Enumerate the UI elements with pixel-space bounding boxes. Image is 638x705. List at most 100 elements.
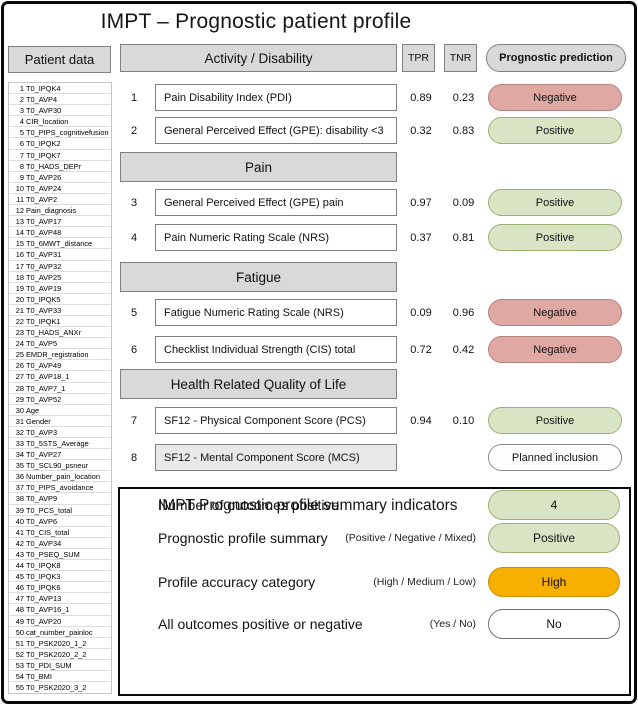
patient-data-item: 49 T0_AVP20: [9, 616, 111, 627]
column-header-tnr: TNR: [444, 44, 477, 72]
summary-row-label: Prognostic profile summary: [158, 530, 328, 546]
patient-data-item-name: T0_IPQK6: [26, 583, 61, 593]
patient-data-item: 29 T0_AVP52: [9, 394, 111, 405]
patient-data-item-number: 18: [15, 272, 24, 282]
patient-data-item-number: 51: [15, 638, 24, 648]
patient-data-item-number: 55: [15, 683, 24, 693]
patient-data-item-number: 19: [15, 283, 24, 293]
patient-data-item-number: 36: [15, 472, 24, 482]
patient-data-item: 2 T0_AVP4: [9, 94, 111, 106]
patient-data-item-name: T0_PDI_SUM: [26, 660, 72, 670]
patient-data-item-name: T0_IPQK1: [26, 316, 61, 326]
patient-data-item-name: T0_AVP26: [26, 172, 62, 182]
patient-data-item: 31 Gender: [9, 416, 111, 427]
patient-data-item-number: 48: [15, 605, 24, 615]
patient-data-item-name: T0_SCL90_psneur: [26, 461, 89, 471]
outcome-label-box: Pain Numeric Rating Scale (NRS): [155, 224, 397, 251]
patient-data-item-number: 43: [15, 549, 24, 559]
patient-data-item: 27 T0_AVP18_1: [9, 371, 111, 383]
summary-row: Prognostic profile summary (Positive / N…: [158, 522, 620, 554]
patient-data-item: 3 T0_AVP30: [9, 105, 111, 117]
outcome-tpr-value: 0.94: [410, 414, 432, 427]
patient-data-item-name: T0_IPQK7: [26, 150, 61, 160]
outcome-tpr-value: 0.32: [410, 124, 432, 137]
patient-data-item: 19 T0_AVP19: [9, 283, 111, 294]
summary-row-label: All outcomes positive or negative: [158, 616, 363, 632]
outcome-row: 3 General Perceived Effect (GPE) pain 0.…: [120, 189, 626, 216]
prediction-badge: Negative: [488, 299, 622, 326]
summary-row: Number of outcomes positive 4: [158, 489, 620, 521]
prediction-badge: Positive: [488, 117, 622, 144]
patient-data-item-name: T0_PSK2020_1_2: [26, 638, 87, 648]
patient-data-item: 45 T0_IPQK3: [9, 571, 111, 583]
patient-data-item: 53 T0_PDI_SUM: [9, 660, 111, 671]
outcome-label-box: SF12 - Physical Component Score (PCS): [155, 407, 397, 434]
patient-data-item: 37 T0_PIPS_avoidance: [9, 482, 111, 494]
patient-data-item-number: 33: [15, 439, 24, 448]
patient-data-item-number: 41: [15, 527, 24, 537]
patient-data-item-number: 29: [15, 394, 24, 404]
patient-data-header: Patient data: [8, 46, 111, 73]
patient-data-item: 48 T0_AVP16_1: [9, 604, 111, 616]
patient-data-item-name: T0_IPQK2: [26, 139, 61, 149]
outcome-number: 7: [130, 414, 138, 427]
patient-data-item-name: T0_HADS_DEPr: [26, 161, 82, 171]
patient-data-item-number: 35: [15, 461, 24, 471]
patient-data-item-name: T0_IPQK8: [26, 561, 61, 571]
outcome-label-box: Fatigue Numeric Rating Scale (NRS): [155, 299, 397, 326]
patient-data-item: 35 T0_SCL90_psneur: [9, 460, 111, 472]
outcome-number: 3: [130, 196, 138, 209]
patient-data-item-number: 27: [15, 372, 24, 382]
summary-row-qualifier: (Yes / No): [429, 618, 476, 630]
patient-data-item: 6 T0_IPQK2: [9, 138, 111, 150]
patient-data-item-number: 7: [19, 150, 24, 160]
patient-data-item-number: 52: [15, 649, 24, 659]
summary-row-label: Number of outcomes positive: [158, 497, 340, 513]
patient-data-item-name: T0_AVP33: [26, 305, 62, 315]
outcome-row: 6 Checklist Individual Strength (CIS) to…: [120, 336, 626, 363]
outcome-tnr-value: 0.42: [452, 343, 475, 356]
patient-data-item-number: 26: [15, 361, 24, 371]
patient-data-item-name: T0_BMI: [26, 671, 52, 681]
outcome-label-box: SF12 - Mental Component Score (MCS): [155, 444, 397, 471]
patient-data-item-name: T0_IPQK5: [26, 294, 61, 304]
patient-data-item-number: 53: [15, 660, 24, 670]
patient-data-item-name: T0_AVP5: [26, 339, 58, 349]
outcome-number: 8: [130, 451, 138, 464]
outcome-tpr-value: 0.72: [410, 343, 432, 356]
patient-data-item: 28 T0_AVP7_1: [9, 383, 111, 394]
patient-data-item-number: 1: [19, 84, 24, 93]
patient-data-item: 34 T0_AVP27: [9, 449, 111, 461]
patient-data-item-name: T0_AVP2: [26, 194, 58, 204]
patient-data-item: 18 T0_AVP25: [9, 272, 111, 283]
patient-data-item-name: Gender: [26, 416, 51, 426]
patient-data-item-number: 44: [15, 561, 24, 571]
patient-data-item: 22 T0_IPQK1: [9, 316, 111, 328]
page-title: IMPT – Prognostic patient profile: [100, 10, 412, 33]
prediction-badge: Positive: [488, 407, 622, 434]
patient-data-item: 50 cat_number_painloc: [9, 627, 111, 638]
patient-data-item: 17 T0_AVP32: [9, 261, 111, 272]
outcome-row: 7 SF12 - Physical Component Score (PCS) …: [120, 407, 626, 434]
patient-data-item-number: 45: [15, 572, 24, 582]
patient-data-item: 8 T0_HADS_DEPr: [9, 161, 111, 172]
patient-data-item-number: 32: [15, 427, 24, 437]
patient-data-item-name: T0_AVP48: [26, 228, 62, 238]
patient-data-item-number: 31: [15, 416, 24, 426]
prediction-badge: Negative: [488, 336, 622, 363]
prediction-badge: Positive: [488, 224, 622, 251]
patient-data-item-number: 23: [15, 328, 24, 338]
outcome-number: 5: [130, 306, 138, 319]
outcome-tnr-value: 0.81: [452, 231, 475, 244]
patient-data-item: 41 T0_CIS_total: [9, 527, 111, 538]
patient-data-item-name: T0_PIPS_avoidance: [26, 483, 94, 493]
patient-data-item: 23 T0_HADS_ANXr: [9, 327, 111, 339]
patient-data-item-name: EMDR_registration: [26, 350, 89, 360]
outcome-label-box: General Perceived Effect (GPE) pain: [155, 189, 397, 216]
patient-data-item: 11 T0_AVP2: [9, 194, 111, 206]
patient-data-item-name: T0_PCS_total: [26, 505, 73, 515]
patient-data-item-name: T0_IPQK3: [26, 572, 61, 582]
patient-data-item-number: 11: [16, 194, 24, 204]
outcome-row: 8 SF12 - Mental Component Score (MCS) Pl…: [120, 444, 626, 471]
patient-data-item: 33 T0_5STS_Average: [9, 438, 111, 450]
